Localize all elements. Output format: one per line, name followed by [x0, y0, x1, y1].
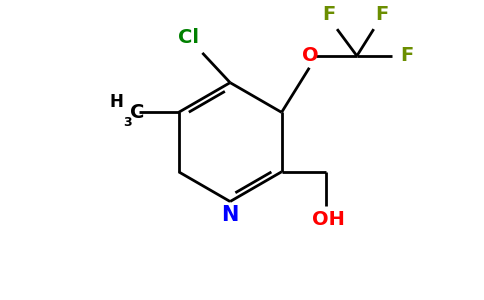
Text: Cl: Cl	[178, 28, 199, 46]
Text: C: C	[130, 103, 144, 122]
Text: 3: 3	[123, 116, 132, 129]
Text: F: F	[375, 5, 388, 24]
Text: F: F	[400, 46, 413, 65]
Text: O: O	[302, 46, 318, 65]
Text: OH: OH	[312, 210, 345, 229]
Text: F: F	[322, 5, 336, 24]
Text: H: H	[109, 93, 123, 111]
Text: N: N	[221, 206, 239, 225]
